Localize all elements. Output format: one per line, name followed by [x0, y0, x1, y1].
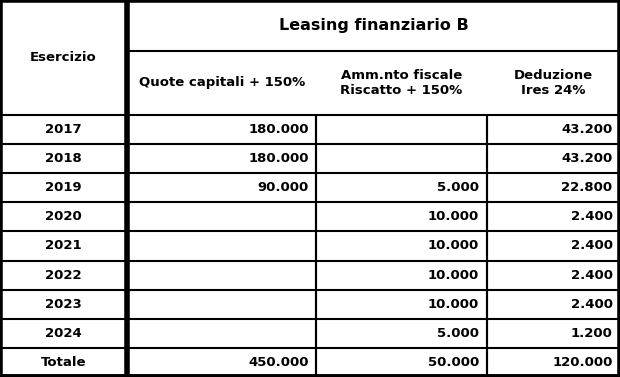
Text: 2019: 2019 — [45, 181, 82, 194]
Text: 50.000: 50.000 — [428, 356, 479, 369]
Text: Leasing finanziario B: Leasing finanziario B — [278, 18, 469, 33]
Text: 2020: 2020 — [45, 210, 82, 224]
Text: 2.400: 2.400 — [570, 298, 613, 311]
Text: 43.200: 43.200 — [561, 152, 613, 165]
Text: 120.000: 120.000 — [552, 356, 613, 369]
Text: 10.000: 10.000 — [428, 268, 479, 282]
Text: 2018: 2018 — [45, 152, 82, 165]
Text: 2.400: 2.400 — [570, 210, 613, 224]
Text: 2.400: 2.400 — [570, 239, 613, 253]
Text: Quote capitali + 150%: Quote capitali + 150% — [138, 77, 305, 89]
Text: 10.000: 10.000 — [428, 239, 479, 253]
Text: 2021: 2021 — [45, 239, 82, 253]
Text: 90.000: 90.000 — [257, 181, 309, 194]
Text: Esercizio: Esercizio — [30, 51, 97, 64]
Text: 10.000: 10.000 — [428, 298, 479, 311]
Text: 5.000: 5.000 — [437, 181, 479, 194]
Text: Amm.nto fiscale
Riscatto + 150%: Amm.nto fiscale Riscatto + 150% — [340, 69, 463, 97]
Text: Deduzione
Ires 24%: Deduzione Ires 24% — [514, 69, 593, 97]
Text: Totale: Totale — [41, 356, 86, 369]
Text: 180.000: 180.000 — [248, 123, 309, 136]
Text: 450.000: 450.000 — [248, 356, 309, 369]
Text: 1.200: 1.200 — [570, 327, 613, 340]
Text: 180.000: 180.000 — [248, 152, 309, 165]
Text: 10.000: 10.000 — [428, 210, 479, 224]
Text: 2024: 2024 — [45, 327, 82, 340]
Text: 5.000: 5.000 — [437, 327, 479, 340]
Text: 43.200: 43.200 — [561, 123, 613, 136]
Text: 2.400: 2.400 — [570, 268, 613, 282]
Text: 2017: 2017 — [45, 123, 82, 136]
Text: 2023: 2023 — [45, 298, 82, 311]
Text: 2022: 2022 — [45, 268, 82, 282]
Text: 22.800: 22.800 — [562, 181, 613, 194]
